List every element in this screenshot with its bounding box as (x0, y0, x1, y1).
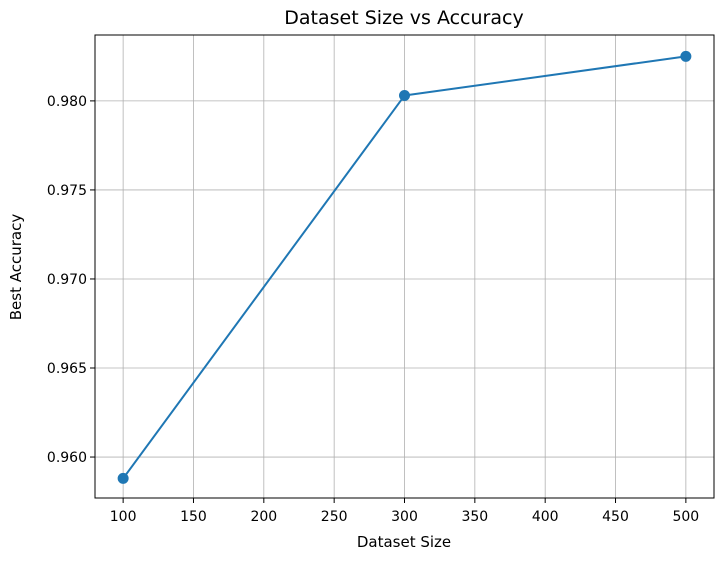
x-tick-label: 300 (391, 509, 418, 525)
x-tick-label: 200 (250, 509, 277, 525)
y-tick-label: 0.980 (47, 94, 87, 110)
y-tick-label: 0.975 (47, 183, 87, 199)
x-axis-label: Dataset Size (357, 533, 451, 551)
x-tick-label: 400 (532, 509, 559, 525)
y-tick-label: 0.965 (47, 361, 87, 377)
x-tick-label: 350 (461, 509, 488, 525)
x-tick-label: 250 (321, 509, 348, 525)
grid-lines (95, 35, 714, 498)
x-tick-label: 450 (602, 509, 629, 525)
y-tick-label: 0.960 (47, 450, 87, 466)
data-point-marker (399, 90, 410, 102)
x-tick-label: 500 (672, 509, 699, 525)
x-axis-ticks: 100 150 200 250 300 350 400 450 500 (110, 498, 699, 525)
data-point-marker (117, 472, 129, 484)
y-axis-label: Best Accuracy (7, 214, 25, 321)
y-axis-ticks: 0.960 0.965 0.970 0.975 0.980 (47, 94, 95, 466)
x-tick-label: 150 (180, 509, 207, 525)
data-point-marker (680, 50, 692, 62)
chart-title: Dataset Size vs Accuracy (284, 7, 523, 29)
data-points (117, 50, 692, 484)
x-tick-label: 100 (110, 509, 137, 525)
y-tick-label: 0.970 (47, 272, 87, 288)
